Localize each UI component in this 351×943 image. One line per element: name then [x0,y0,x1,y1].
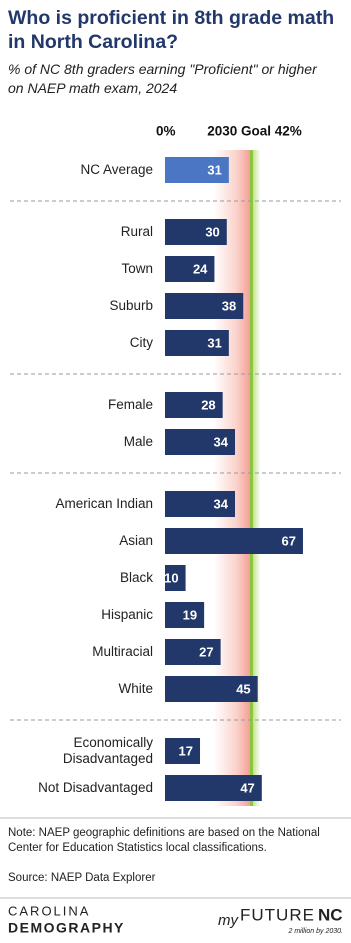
bar [165,256,215,282]
category-label: NC Average [80,162,153,177]
value-label: 27 [199,644,213,659]
bar [165,392,223,418]
value-label: 34 [214,496,229,511]
category-label: Rural [120,224,153,239]
bar [165,293,244,319]
chart-subtitle: % of NC 8th graders earning "Proficient"… [8,61,317,96]
source: Source: NAEP Data Explorer [8,872,156,884]
logo-text: my [218,912,239,929]
category-label: Asian [119,533,153,548]
value-label: 67 [282,533,296,548]
bar [165,330,229,356]
value-label: 28 [201,397,215,412]
category-label: Town [121,261,153,276]
bar [165,639,221,665]
bar [165,738,201,764]
category-label: Suburb [109,298,153,313]
value-label: 31 [207,162,221,177]
category-label: White [118,681,153,696]
value-label: 38 [222,298,236,313]
goal-glow [251,150,261,806]
category-label: Female [107,397,153,412]
category-label: Multiracial [92,644,153,659]
bar [165,491,236,517]
goal-band [213,150,252,806]
value-label: 17 [179,743,193,758]
category-label: Economically Disadvantaged [62,735,153,766]
value-label: 47 [240,780,254,795]
value-label: 30 [205,224,219,239]
bar [165,602,205,628]
bar [165,775,262,801]
chart-title: Who is proficient in 8th grade math in N… [8,7,335,53]
bar [165,219,227,245]
bar [165,565,186,591]
note: Note: NAEP geographic definitions are ba… [8,827,320,854]
logo-text: FUTURE [240,905,315,924]
logo-text: NC [318,905,343,924]
x-tick-label: 2030 Goal 42% [207,124,302,139]
value-label: 24 [193,261,208,276]
value-label: 45 [236,681,250,696]
logo-tagline: 2 million by 2030. [288,928,344,935]
value-label: 31 [207,335,221,350]
bar [165,528,303,554]
category-label: Black [119,570,153,585]
x-tick-label: 0% [156,124,176,139]
logo-text: DEMOGRAPHY [8,920,125,936]
value-label: 10 [164,570,178,585]
logo-text: CAROLINA [8,903,90,918]
category-label: Hispanic [101,607,153,622]
category-label: City [129,335,153,350]
bar [165,429,236,455]
category-label: Male [123,434,153,449]
bar [165,157,229,183]
bar [165,676,258,702]
category-label: American Indian [55,496,153,511]
value-label: 34 [214,434,229,449]
value-label: 19 [183,607,197,622]
category-label: Not Disadvantaged [38,780,153,795]
